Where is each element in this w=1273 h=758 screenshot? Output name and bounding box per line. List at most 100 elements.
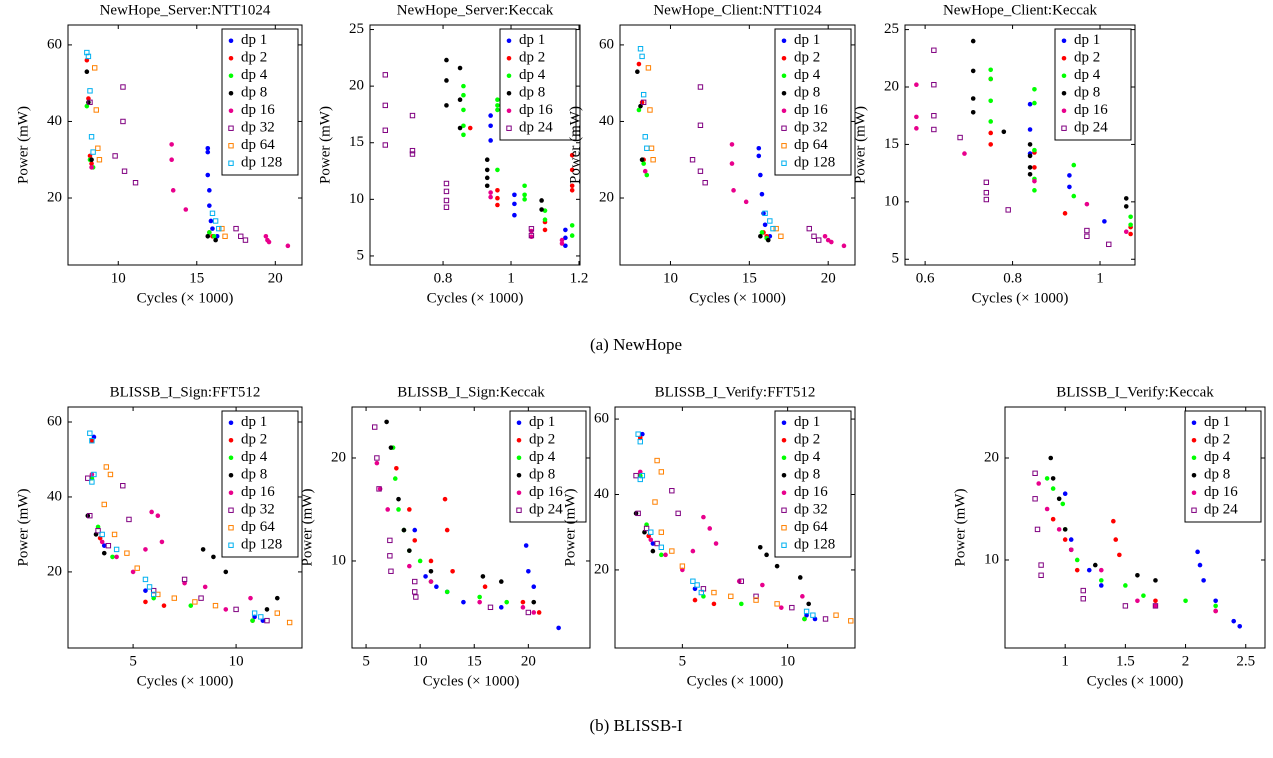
point: [443, 188, 450, 195]
legend-label: dp 16: [1074, 102, 1108, 118]
x-axis-label: Cycles (× 1000): [427, 290, 524, 306]
point: [689, 157, 696, 163]
x-axis-label: Cycles (× 1000): [423, 673, 520, 689]
point: [205, 172, 211, 178]
point: [211, 233, 217, 239]
point: [89, 161, 94, 166]
x-tick-label: 5: [679, 653, 687, 669]
point: [914, 82, 919, 88]
y-axis-label: Power (mW): [952, 489, 968, 567]
point: [95, 527, 101, 534]
point: [542, 217, 548, 223]
point: [1074, 557, 1080, 563]
point: [1153, 603, 1158, 609]
legend-marker: [1191, 420, 1197, 426]
legend-marker: [516, 472, 522, 478]
point: [171, 595, 177, 601]
x-tick-label: 10: [413, 653, 428, 669]
legend-box: [499, 28, 577, 141]
point: [637, 476, 643, 483]
point: [93, 107, 99, 113]
legend-marker: [1191, 490, 1197, 496]
point: [1153, 598, 1158, 604]
legend-marker: [781, 525, 787, 531]
point: [1032, 178, 1037, 184]
point: [1111, 518, 1116, 524]
point: [962, 151, 967, 156]
y-tick-label: 20: [884, 78, 899, 94]
point: [477, 594, 482, 600]
y-tick-label: 20: [594, 561, 609, 577]
point: [212, 218, 219, 224]
point: [636, 107, 642, 113]
point: [1027, 127, 1033, 132]
point: [401, 527, 407, 533]
point: [522, 192, 527, 198]
point: [208, 218, 214, 224]
point: [531, 584, 537, 590]
point: [444, 527, 450, 533]
point: [522, 183, 527, 189]
point: [569, 233, 575, 238]
point: [101, 543, 107, 548]
point: [1062, 537, 1068, 542]
point: [650, 541, 656, 546]
point: [85, 53, 92, 60]
point: [931, 126, 937, 133]
legend-marker: [228, 73, 234, 79]
y-tick-label: 10: [884, 193, 899, 209]
point: [692, 597, 698, 603]
plot-frame: [619, 24, 856, 266]
point: [1128, 214, 1133, 220]
legend-marker: [228, 507, 234, 513]
plot-frame: [67, 406, 303, 649]
point: [988, 130, 994, 136]
point: [428, 579, 434, 584]
legend-label: dp 4: [794, 449, 821, 465]
point: [641, 161, 646, 166]
x-axis-label: Cycles (× 1000): [137, 673, 234, 689]
point: [84, 69, 90, 74]
legend-marker: [781, 160, 787, 166]
point: [223, 607, 229, 612]
point: [442, 496, 448, 502]
point: [1032, 165, 1037, 170]
point: [675, 510, 681, 517]
point: [528, 226, 535, 232]
point: [1102, 219, 1107, 224]
point: [523, 543, 529, 548]
point: [931, 113, 937, 119]
point: [988, 119, 994, 124]
point: [774, 563, 780, 569]
y-axis-label: Power (mW): [317, 106, 333, 184]
point: [539, 198, 544, 203]
point: [1071, 162, 1077, 168]
point: [498, 579, 504, 584]
point: [396, 496, 401, 502]
y-tick-label: 40: [47, 113, 62, 129]
point: [1237, 623, 1243, 629]
legend-marker: [781, 455, 787, 461]
x-axis-label: Cycles (× 1000): [137, 290, 234, 306]
y-tick-label: 20: [984, 449, 999, 465]
legend-label: dp 1: [519, 32, 545, 48]
point: [829, 239, 834, 245]
point: [274, 610, 280, 616]
point: [806, 601, 811, 607]
point: [1056, 527, 1062, 532]
x-axis-label: Cycles (× 1000): [972, 290, 1069, 306]
point: [101, 501, 107, 508]
legend-label: dp 4: [1204, 449, 1231, 465]
point: [388, 568, 394, 574]
legend: dp 1 dp 2dp 4 dp 8dp 16 dp 24: [509, 410, 587, 523]
legend-label: dp 64: [794, 519, 828, 535]
point: [1122, 603, 1129, 609]
point: [1080, 596, 1086, 602]
legend-label: dp 128: [794, 537, 835, 553]
point: [636, 61, 642, 67]
legend-marker: [228, 542, 234, 548]
point: [542, 227, 548, 233]
legend-box: [774, 28, 852, 176]
point: [639, 157, 645, 163]
